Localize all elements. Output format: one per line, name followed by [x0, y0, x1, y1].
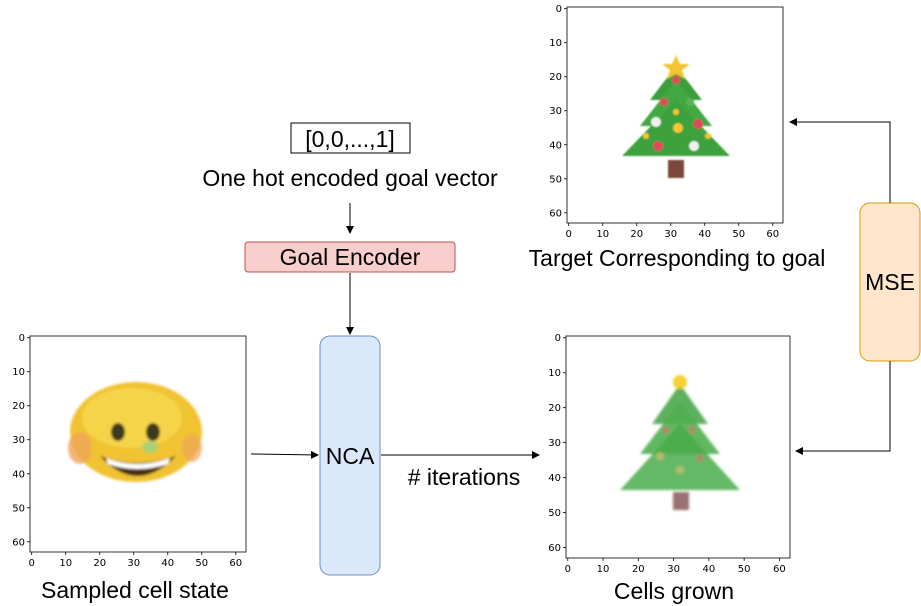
- grown-y-tick-label: 10: [548, 368, 561, 379]
- grown-x-tick-label: 10: [597, 564, 610, 575]
- grown-y-tick-label: 30: [548, 438, 561, 449]
- goal-encoder-box: [244, 241, 456, 273]
- target-x-tick-label: 60: [766, 229, 779, 240]
- sampled-y-tick-label: 60: [12, 537, 25, 548]
- sampled-x-tick-label: 0: [29, 558, 35, 569]
- christmas-tree-icon: [622, 55, 730, 178]
- target-caption: Target Corresponding to goal: [529, 245, 826, 271]
- sampled-y-tick-label: 30: [12, 435, 25, 446]
- grown-y-tick-label: 20: [548, 403, 561, 414]
- grown-y-tick-label: 40: [548, 473, 561, 484]
- target-x-tick-label: 20: [630, 229, 643, 240]
- target-x-tick-label: 30: [664, 229, 677, 240]
- sampled-x-tick-label: 50: [195, 558, 208, 569]
- christmas-tree-icon: [620, 375, 740, 510]
- target-y-tick-label: 40: [549, 140, 562, 151]
- arrow-mse-to-grown: [795, 361, 891, 455]
- target-x-tick-label: 0: [566, 229, 572, 240]
- nca-label: NCA: [326, 443, 375, 469]
- arrow-mse-to-target: [789, 118, 891, 203]
- grown-caption: Cells grown: [614, 578, 734, 604]
- sampled-x-tick-label: 30: [127, 558, 140, 569]
- iterations-label: # iterations: [408, 464, 521, 490]
- sampled-x-tick-label: 60: [229, 558, 242, 569]
- grown-x-tick-label: 30: [667, 564, 680, 575]
- grown-x-tick-label: 50: [738, 564, 751, 575]
- grown-x-tick-label: 20: [632, 564, 645, 575]
- mse-label: MSE: [865, 269, 915, 295]
- target-x-tick-label: 50: [732, 229, 745, 240]
- sampled-x-tick-label: 10: [59, 558, 72, 569]
- target-panel: [566, 6, 784, 224]
- sampled-y-tick-label: 50: [12, 503, 25, 514]
- grown-x-tick-label: 60: [773, 564, 786, 575]
- grown-x-tick-label: 40: [702, 564, 715, 575]
- target-y-tick-label: 30: [549, 106, 562, 117]
- target-y-tick-label: 50: [549, 174, 562, 185]
- grown-y-tick-label: 0: [555, 333, 561, 344]
- smiling-emoji-icon: [68, 382, 202, 482]
- goal-vector-label: One hot encoded goal vector: [202, 165, 498, 191]
- target-y-tick-label: 60: [549, 208, 562, 219]
- target-x-tick-label: 40: [698, 229, 711, 240]
- sampled-y-tick-label: 40: [12, 469, 25, 480]
- grown-x-tick-label: 0: [565, 564, 571, 575]
- sampled-caption: Sampled cell state: [41, 577, 229, 603]
- sampled-y-tick-label: 10: [12, 367, 25, 378]
- arrow-sampled-to-nca: [250, 450, 319, 459]
- sampled-y-tick-label: 20: [12, 401, 25, 412]
- grown-y-tick-label: 60: [548, 543, 561, 554]
- sampled-x-tick-label: 20: [93, 558, 106, 569]
- goal-encoder-label: Goal Encoder: [280, 244, 421, 270]
- sampled-x-tick-label: 40: [161, 558, 174, 569]
- target-y-tick-label: 0: [556, 4, 562, 15]
- goal-vector-text: [0,0,...,1]: [305, 126, 395, 152]
- sampled-y-tick-label: 0: [19, 333, 25, 344]
- grown-panel: [565, 335, 791, 559]
- nca-box: [319, 335, 381, 576]
- target-y-tick-label: 20: [549, 72, 562, 83]
- tick-labels: 0 10 20 30 40 50 60 0 10 20 30 40 50 60 0 10 20 30 40 50 60 0…: [12, 4, 786, 575]
- goal-vector-box: [290, 122, 411, 154]
- grown-y-tick-label: 50: [548, 508, 561, 519]
- target-y-tick-label: 10: [549, 38, 562, 49]
- target-x-tick-label: 10: [596, 229, 609, 240]
- sampled-panel: [29, 335, 247, 553]
